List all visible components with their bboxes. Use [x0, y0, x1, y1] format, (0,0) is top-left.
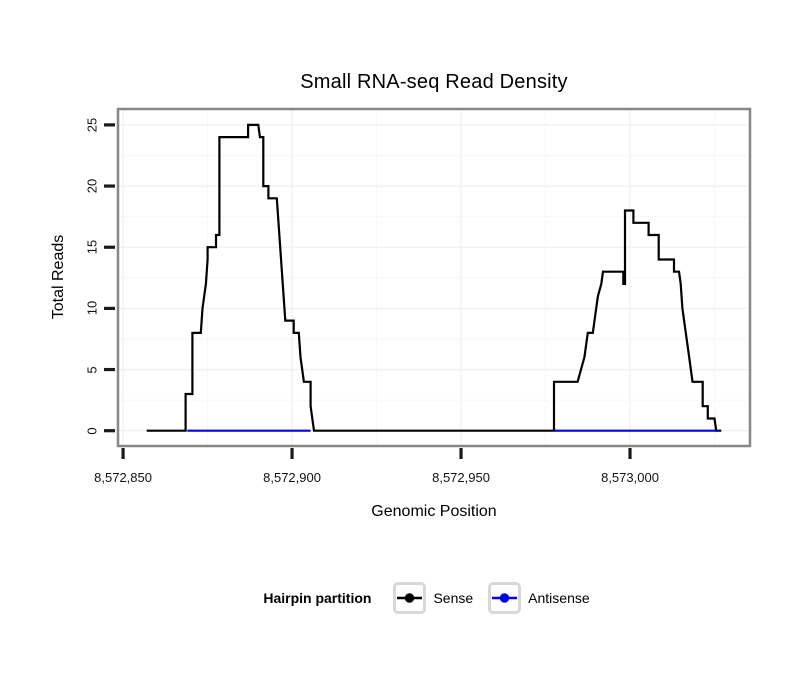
- chart-title: Small RNA-seq Read Density: [300, 71, 568, 93]
- y-axis-title: Total Reads: [50, 234, 67, 320]
- y-tick-label: 5: [84, 365, 100, 374]
- y-tick-label: 15: [84, 239, 100, 255]
- sense-key-icon: [397, 593, 423, 603]
- legend-key-antisense: [488, 582, 522, 614]
- legend-title: Hairpin partition: [263, 590, 372, 606]
- x-tick-label: 8,573,000: [601, 470, 659, 485]
- x-tick-label: 8,572,850: [94, 470, 152, 485]
- antisense-key-icon: [492, 593, 518, 603]
- panel-border: [116, 107, 752, 448]
- legend-entry-sense: Sense: [393, 582, 473, 614]
- legend-key-sense: [393, 582, 427, 614]
- legend: Hairpin partition Sense Antisense: [58, 580, 810, 616]
- legend-label-sense: Sense: [433, 590, 474, 606]
- x-axis-title: Genomic Position: [371, 503, 497, 520]
- y-tick-label: 25: [84, 117, 100, 133]
- legend-label-antisense: Antisense: [528, 590, 590, 606]
- y-tick-label: 10: [84, 301, 100, 316]
- legend-entry-antisense: Antisense: [488, 582, 590, 614]
- y-tick-label: 0: [84, 427, 100, 435]
- y-tick-label: 20: [84, 178, 100, 194]
- x-tick-label: 8,572,950: [432, 470, 490, 485]
- x-tick-label: 8,572,900: [263, 470, 321, 485]
